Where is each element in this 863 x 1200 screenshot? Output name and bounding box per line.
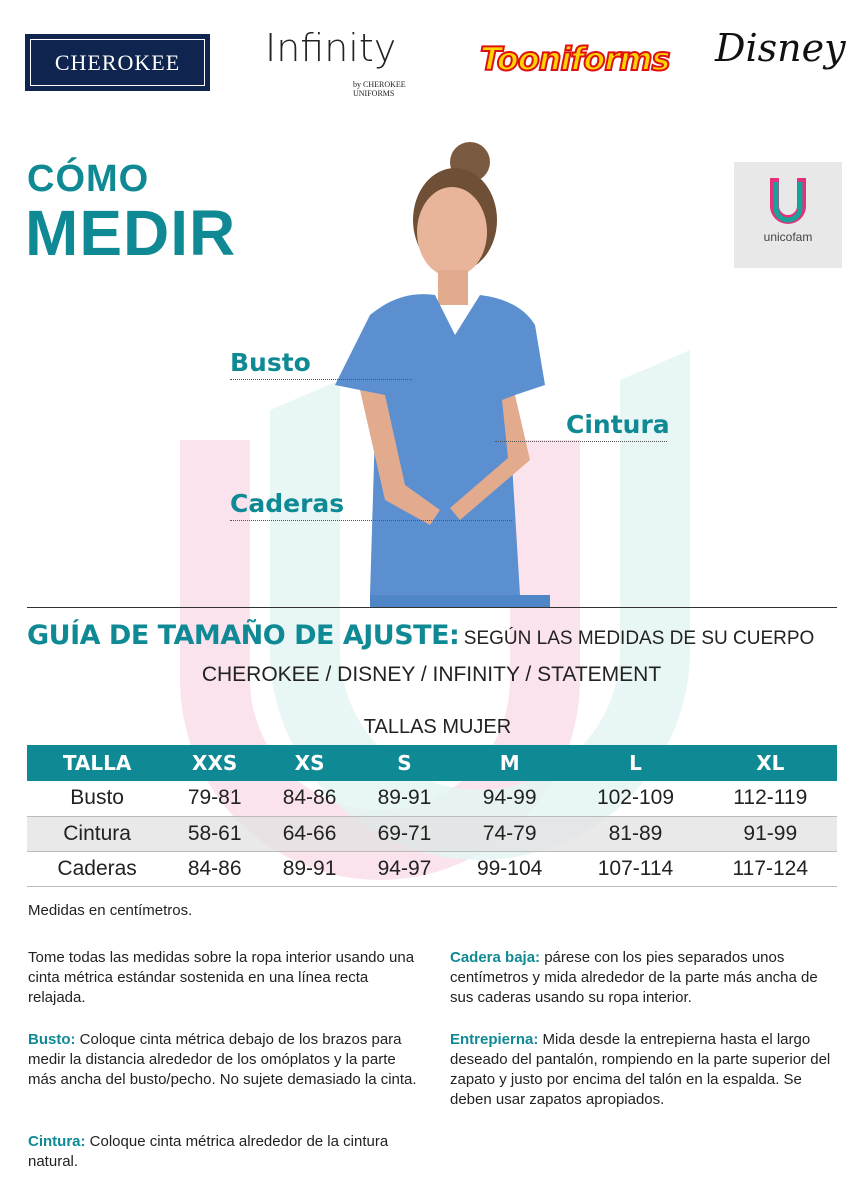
cell: 94-99 xyxy=(451,781,568,817)
label-cintura: Cintura xyxy=(566,410,670,439)
cell: 94-97 xyxy=(357,851,452,887)
cell: 58-61 xyxy=(167,816,263,852)
cintura-note: Cintura: Coloque cinta métrica alrededor… xyxy=(28,1132,418,1172)
cell: 112-119 xyxy=(703,781,837,817)
model-photo xyxy=(335,142,550,608)
cell: Cintura xyxy=(27,816,168,852)
col-header: L xyxy=(567,745,704,781)
cadera-note-text: párese con los pies separados unos centí… xyxy=(450,949,818,1006)
unicofam-logo: unicofam xyxy=(734,162,842,268)
busto-line xyxy=(230,379,412,380)
cell: 89-91 xyxy=(262,851,358,887)
cell: 89-91 xyxy=(357,781,452,817)
divider xyxy=(27,607,837,608)
cell: Caderas xyxy=(27,851,168,887)
cadera-note-label: Cadera baja: xyxy=(450,949,541,966)
col-header: M xyxy=(451,745,568,781)
cell: 64-66 xyxy=(262,816,358,852)
col-header: TALLA xyxy=(27,745,168,781)
label-busto: Busto xyxy=(230,348,311,377)
busto-note-label: Busto: xyxy=(28,1031,76,1048)
entrepierna-note-text: Mida desde la entrepierna hasta el largo… xyxy=(450,1031,831,1108)
table-row: Busto 79-81 84-86 89-91 94-99 102-109 112-119 xyxy=(27,781,837,817)
col-header: XS xyxy=(262,745,358,781)
cell: 81-89 xyxy=(567,816,704,852)
cell: Busto xyxy=(27,781,168,817)
heading-como: CÓMO xyxy=(27,158,150,200)
cintura-note-label: Cintura: xyxy=(28,1133,86,1150)
units-note: Medidas en centímetros. xyxy=(28,902,193,919)
brands-line: CHEROKEE / DISNEY / INFINITY / STATEMENT xyxy=(201,663,662,686)
cell: 84-86 xyxy=(262,781,358,817)
general-note: Tome todas las medidas sobre la ropa int… xyxy=(28,949,415,1006)
cell: 99-104 xyxy=(451,851,568,887)
entrepierna-note: Entrepierna: Mida desde la entrepierna h… xyxy=(450,1030,840,1110)
guide-title: GUÍA DE TAMAÑO DE AJUSTE: SEGÚN LAS MEDI… xyxy=(27,620,839,651)
caderas-line xyxy=(230,520,512,521)
cell: 69-71 xyxy=(357,816,452,852)
cell: 107-114 xyxy=(567,851,704,887)
table-title: TALLAS MUJER xyxy=(363,716,512,738)
label-caderas: Caderas xyxy=(230,489,345,518)
col-header: XXS xyxy=(167,745,263,781)
cherokee-logo-text: CHEROKEE xyxy=(30,39,205,86)
busto-note: Busto: Coloque cinta métrica debajo de l… xyxy=(28,1030,418,1090)
table-header-row: TALLA XXS XS S M L XL xyxy=(27,745,837,781)
cell: 91-99 xyxy=(703,816,837,852)
tooniforms-logo: Tooniforms xyxy=(479,39,671,79)
cell: 102-109 xyxy=(567,781,704,817)
heading-medir: MEDIR xyxy=(25,197,237,269)
table-row: Cintura 58-61 64-66 69-71 74-79 81-89 91-99 xyxy=(27,816,837,852)
infinity-logo: Infinity by CHEROKEE UNIFORMS xyxy=(265,26,420,98)
size-table: TALLA XXS XS S M L XL Busto 79-81 84-86 89-91 94-9… xyxy=(27,745,837,887)
cintura-line xyxy=(495,441,667,442)
unicofam-u-icon xyxy=(770,178,806,224)
cell: 84-86 xyxy=(167,851,263,887)
col-header: XL xyxy=(703,745,837,781)
table-row: Caderas 84-86 89-91 94-97 99-104 107-114 117-1… xyxy=(27,851,837,887)
infinity-logo-text: Infinity xyxy=(265,26,397,70)
cell: 74-79 xyxy=(451,816,568,852)
entrepierna-note-label: Entrepierna: xyxy=(450,1031,539,1048)
cherokee-logo: CHEROKEE xyxy=(25,34,210,91)
guide-subtitle: SEGÚN LAS MEDIDAS DE SU CUERPO xyxy=(463,628,815,649)
guide-title-main: GUÍA DE TAMAÑO DE AJUSTE: xyxy=(27,620,460,651)
col-header: S xyxy=(357,745,452,781)
busto-note-text: Coloque cinta métrica debajo de los braz… xyxy=(28,1031,417,1088)
cadera-note: Cadera baja: párese con los pies separad… xyxy=(450,948,840,1008)
disney-logo: Disney xyxy=(715,26,846,70)
infinity-sub-text: by CHEROKEE UNIFORMS xyxy=(353,80,406,98)
unicofam-text: unicofam xyxy=(763,230,813,244)
cell: 117-124 xyxy=(703,851,837,887)
cintura-note-text: Coloque cinta métrica alrededor de la ci… xyxy=(28,1133,389,1170)
cell: 79-81 xyxy=(167,781,263,817)
